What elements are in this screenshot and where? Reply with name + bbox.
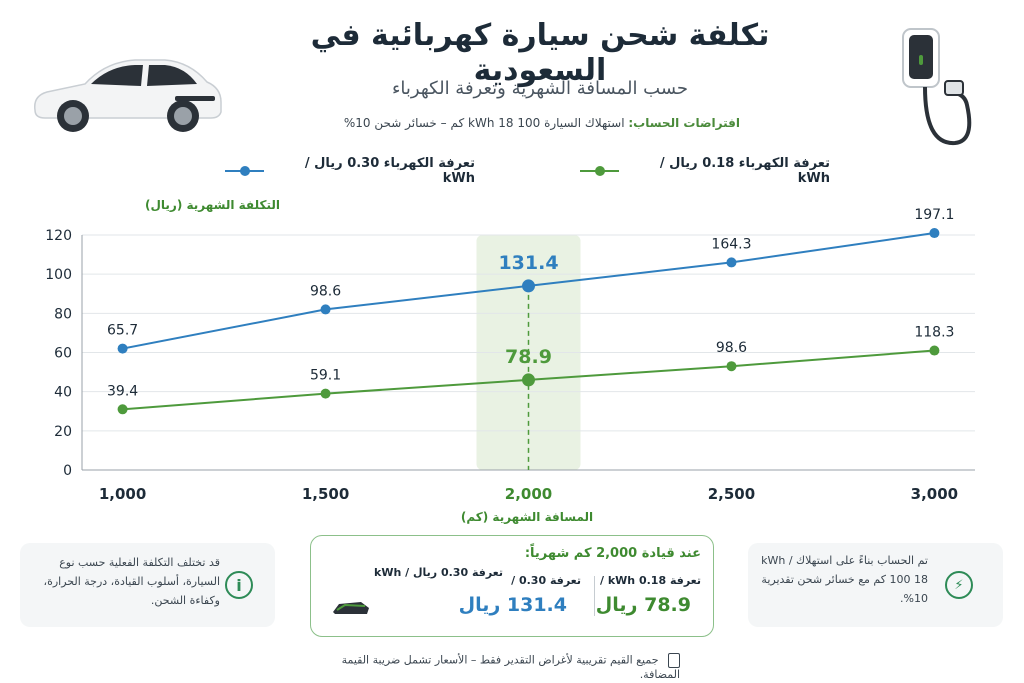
assumptions-text: استهلاك السيارة 100 kWh 18 كم – خسائر شح… [343, 116, 625, 130]
data-point [117, 343, 128, 354]
page-subtitle: حسب المسافة الشهرية وتعرفة الكهرباء [391, 78, 689, 99]
data-point [726, 257, 737, 268]
y-tick-label: 0 [63, 463, 72, 479]
y-tick-label: 60 [54, 346, 72, 362]
x-axis-title: المسافة الشهرية (كم) [461, 510, 593, 524]
legend-item-blue: تعرفة الكهرباء 0.30 ريال / kWh [225, 156, 475, 186]
assumptions: افتراضات الحساب: استهلاك السيارة 100 kWh… [240, 116, 740, 130]
y-axis-title: التكلفة الشهرية (ريال) [145, 198, 280, 212]
data-label: 39.4 [107, 383, 138, 399]
data-label: 59.1 [310, 368, 341, 384]
summary-blue-value: 131.4 ريال [458, 594, 567, 616]
data-label: 131.4 [498, 252, 558, 274]
summary-truncated-line: تعرفة 0.30 ريال / kWh [374, 566, 503, 579]
ev-plug-icon: ⚡ [945, 571, 973, 599]
y-tick-label: 80 [54, 306, 72, 322]
data-point [522, 279, 535, 293]
summary-card: عند قيادة 2,000 كم شهرياً: تعرفة 0.18 kW… [310, 535, 714, 637]
note-card-right: تم الحساب بناءً على استهلاك kWh / 100 18… [748, 543, 1003, 627]
note-right-text: تم الحساب بناءً على استهلاك kWh / 100 18… [761, 554, 928, 605]
note-card-left: قد تختلف التكلفة الفعلية حسب نوع السيارة… [20, 543, 275, 627]
data-label: 98.6 [716, 340, 747, 356]
data-point [929, 228, 940, 239]
summary-divider [594, 576, 595, 616]
data-label: 164.3 [711, 236, 751, 252]
document-icon [668, 653, 680, 668]
note-left-text: قد تختلف التكلفة الفعلية حسب نوع السيارة… [43, 556, 220, 607]
data-label: 118.3 [914, 325, 954, 341]
data-point [117, 404, 128, 415]
x-tick-label: 1,000 [99, 485, 146, 503]
summary-green-tariff: تعرفة 0.18 kWh / [599, 574, 701, 587]
data-point [726, 361, 737, 372]
data-label: 98.6 [310, 283, 341, 299]
data-point [320, 388, 331, 399]
legend-green-swatch [580, 166, 620, 176]
x-tick-label: 2,000 [505, 485, 552, 503]
summary-green-value: 78.9 ريال [595, 594, 691, 616]
data-label: 78.9 [505, 346, 552, 368]
y-tick-label: 20 [54, 424, 72, 440]
page-title: تكلفة شحن سيارة كهربائية في السعودية [310, 18, 770, 88]
legend-item-green: تعرفة الكهرباء 0.18 ريال / kWh [580, 156, 830, 186]
data-point [522, 373, 535, 387]
line-chart: 0 20 40 60 80 100 120 1,000 1,500 2,000 2,500 3,000… [45, 198, 975, 524]
summary-blue-tariff: تعرفة 0.30 / [511, 574, 581, 587]
legend-green-label: تعرفة الكهرباء 0.18 ريال / kWh [659, 156, 830, 186]
data-label: 65.7 [107, 323, 138, 339]
x-tick-label: 3,000 [911, 485, 958, 503]
legend-blue-label: تعرفة الكهرباء 0.30 ريال / kWh [304, 156, 475, 186]
data-label: 197.1 [914, 207, 954, 223]
footer-text: جميع القيم تقريبية لأغراض التقدير فقط – … [341, 653, 680, 682]
data-point [929, 345, 940, 356]
assumptions-label: افتراضات الحساب: [628, 116, 740, 130]
y-tick-label: 120 [45, 228, 72, 244]
car-silhouette-icon [333, 602, 369, 614]
legend-blue-swatch [225, 166, 265, 176]
summary-title: عند قيادة 2,000 كم شهرياً: [524, 546, 701, 561]
x-tick-label: 1,500 [302, 485, 349, 503]
ev-charger-illustration [902, 28, 972, 146]
data-point [320, 304, 331, 315]
y-tick-label: 40 [54, 385, 72, 401]
car-illustration [34, 59, 222, 132]
info-icon: i [225, 571, 253, 599]
footer-note: جميع القيم تقريبية لأغراض التقدير فقط – … [330, 653, 680, 681]
x-tick-label: 2,500 [708, 485, 755, 503]
y-tick-label: 100 [45, 267, 72, 283]
